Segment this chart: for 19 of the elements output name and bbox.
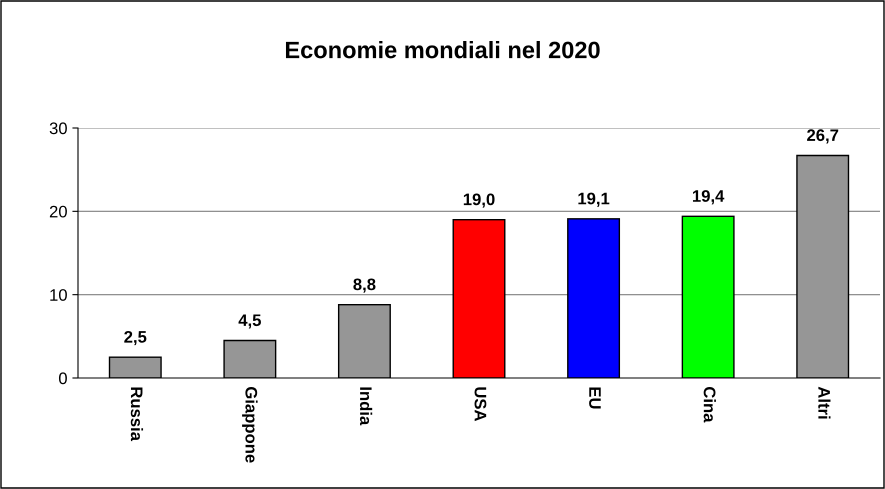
y-tick-label: 10: [50, 289, 67, 301]
y-tick-label: 30: [50, 122, 67, 134]
x-tick-label: USA: [474, 387, 486, 422]
y-tick-label: 20: [50, 206, 67, 218]
x-tick-label: Altri: [818, 386, 830, 418]
data-label: 19,1: [578, 192, 610, 207]
x-tick-label: EU: [589, 387, 601, 408]
chart-title: Economie mondiali nel 2020: [286, 40, 600, 58]
x-tick-label: India: [360, 387, 372, 426]
data-label: 19,4: [692, 190, 724, 204]
x-tick-label: Cina: [704, 387, 716, 423]
data-label: 8,8: [353, 278, 376, 293]
x-tick-label: Russia: [130, 387, 144, 442]
data-label: 2,5: [124, 330, 146, 346]
y-tick-label: 0: [58, 372, 67, 384]
data-label: 4,5: [238, 314, 261, 329]
x-tick-label: Giappone: [242, 387, 258, 463]
data-label: 19,0: [464, 193, 495, 208]
data-label: 26,7: [807, 129, 838, 144]
